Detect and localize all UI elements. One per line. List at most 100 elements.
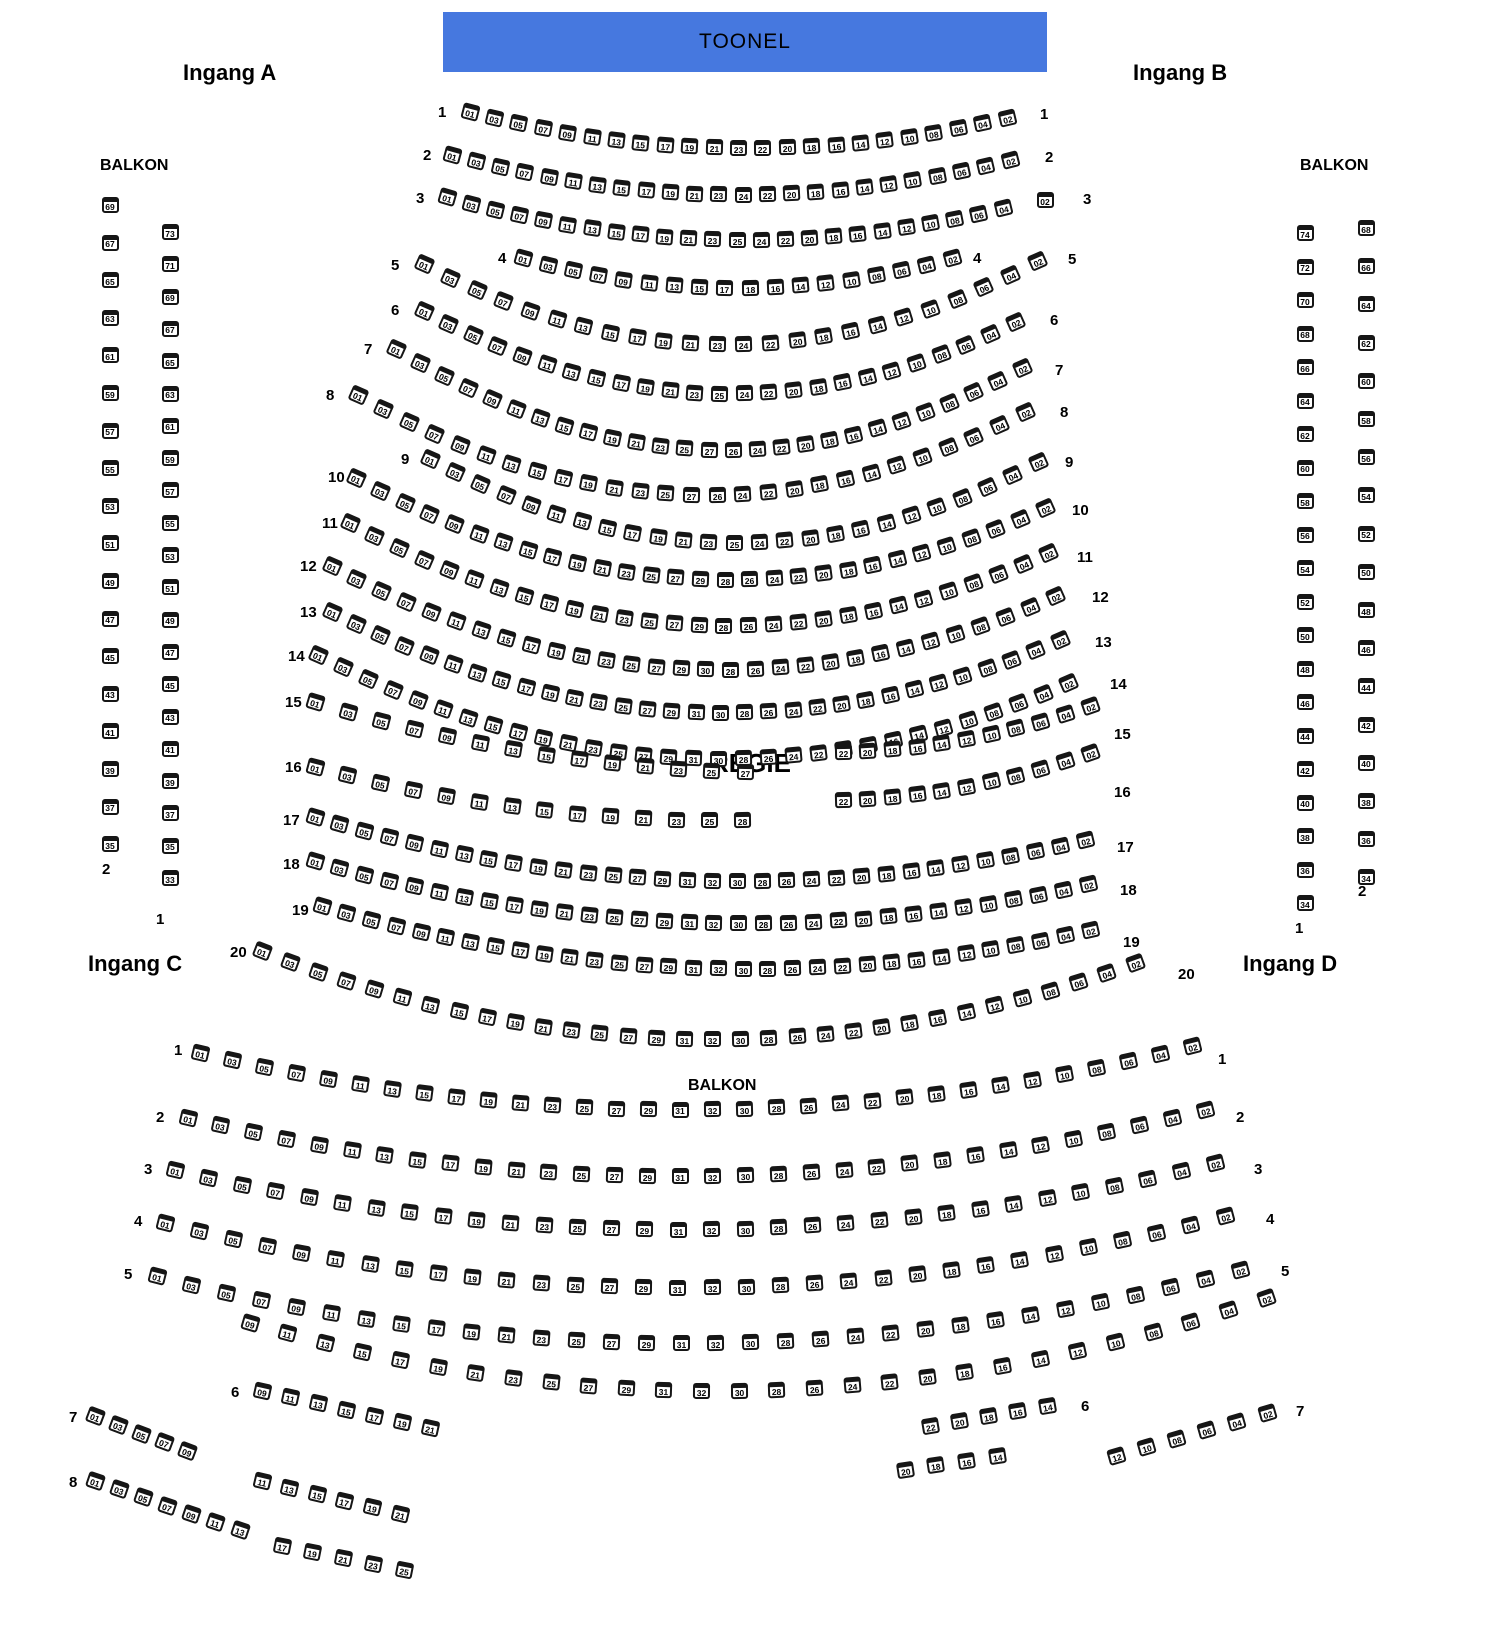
seat[interactable]: 06 <box>1160 1277 1181 1297</box>
seat[interactable]: 30 <box>736 1220 755 1237</box>
seat[interactable]: 17 <box>446 1088 466 1107</box>
seat[interactable]: 28 <box>716 571 734 588</box>
seat[interactable]: 12 <box>875 130 895 149</box>
seat[interactable]: 20 <box>858 790 877 808</box>
seat[interactable]: 18 <box>941 1260 961 1279</box>
seat[interactable]: 32 <box>705 914 723 931</box>
seat[interactable]: 07 <box>335 970 357 992</box>
seat[interactable]: 26 <box>788 1027 807 1045</box>
seat[interactable]: 20 <box>800 229 819 247</box>
seat[interactable]: 18 <box>926 1456 946 1475</box>
seat[interactable]: 30 <box>728 873 746 890</box>
seat[interactable]: 19 <box>567 553 588 573</box>
seat[interactable]: 22 <box>789 613 808 631</box>
seat[interactable]: 20 <box>814 610 834 629</box>
seat[interactable]: 30 <box>735 1100 753 1117</box>
seat[interactable]: 23 <box>651 436 671 455</box>
seat[interactable]: 22 <box>870 1211 889 1230</box>
seat[interactable]: 20 <box>852 867 871 885</box>
seat[interactable]: 21 <box>501 1214 520 1232</box>
seat[interactable]: 11 <box>505 398 528 420</box>
seat[interactable]: 26 <box>802 1163 821 1181</box>
seat[interactable]: 61 <box>101 347 119 364</box>
seat[interactable]: 22 <box>880 1373 900 1391</box>
seat[interactable]: 02 <box>1043 585 1067 607</box>
seat[interactable]: 21 <box>685 185 704 202</box>
seat[interactable]: 12 <box>1022 1070 1042 1089</box>
seat[interactable]: 23 <box>630 482 650 500</box>
seat[interactable]: 14 <box>895 637 916 658</box>
seat[interactable]: 28 <box>770 1218 788 1236</box>
seat[interactable]: 08 <box>951 486 973 509</box>
seat[interactable]: 03 <box>336 903 358 923</box>
seat[interactable]: 24 <box>816 1025 835 1043</box>
seat[interactable]: 27 <box>638 699 657 718</box>
seat[interactable]: 14 <box>931 947 951 966</box>
seat[interactable]: 39 <box>101 761 119 777</box>
seat[interactable]: 54 <box>1296 560 1314 576</box>
seat[interactable]: 69 <box>161 288 179 305</box>
seat[interactable]: 17 <box>627 328 647 347</box>
seat[interactable]: 02 <box>1194 1100 1216 1120</box>
seat[interactable]: 05 <box>508 113 529 134</box>
seat[interactable]: 02 <box>1229 1260 1251 1280</box>
seat[interactable]: 13 <box>493 532 515 553</box>
seat[interactable]: 18 <box>955 1362 975 1382</box>
seat[interactable]: 25 <box>572 1165 591 1183</box>
seat[interactable]: 02 <box>1049 629 1071 651</box>
seat[interactable]: 04 <box>986 369 1009 392</box>
seat[interactable]: 29 <box>690 616 708 634</box>
seat[interactable]: 24 <box>735 385 753 402</box>
seat[interactable]: 62 <box>1357 334 1375 351</box>
seat[interactable]: 09 <box>533 210 554 230</box>
seat[interactable]: 08 <box>937 436 959 458</box>
seat[interactable]: 08 <box>946 287 968 310</box>
seat[interactable]: 22 <box>833 957 852 975</box>
seat[interactable]: 31 <box>671 1101 689 1118</box>
seat[interactable]: 07 <box>257 1236 278 1256</box>
seat[interactable]: 17 <box>429 1264 448 1283</box>
seat[interactable]: 05 <box>254 1057 274 1077</box>
seat[interactable]: 13 <box>582 219 602 238</box>
seat[interactable]: 22 <box>789 567 809 586</box>
seat[interactable]: 20 <box>894 1088 914 1107</box>
seat[interactable]: 10 <box>936 535 958 557</box>
seat[interactable]: 25 <box>703 762 721 780</box>
seat[interactable]: 17 <box>568 805 587 823</box>
seat[interactable]: 21 <box>679 229 698 247</box>
seat[interactable]: 11 <box>333 1193 353 1213</box>
seat[interactable]: 14 <box>987 1446 1007 1466</box>
seat[interactable]: 23 <box>708 336 726 353</box>
seat[interactable]: 06 <box>1025 841 1046 861</box>
seat[interactable]: 32 <box>703 1221 721 1238</box>
seat[interactable]: 09 <box>318 1069 338 1089</box>
seat[interactable]: 14 <box>791 276 810 295</box>
seat[interactable]: 27 <box>634 956 654 974</box>
seat[interactable]: 21 <box>389 1504 411 1524</box>
seat[interactable]: 10 <box>920 213 941 233</box>
seat[interactable]: 01 <box>84 1470 106 1492</box>
seat[interactable]: 27 <box>602 1220 620 1237</box>
seat[interactable]: 14 <box>875 512 897 533</box>
seat[interactable]: 31 <box>671 1168 689 1185</box>
seat[interactable]: 12 <box>956 729 977 749</box>
seat[interactable]: 40 <box>1357 754 1375 771</box>
seat[interactable]: 25 <box>566 1276 585 1294</box>
seat[interactable]: 11 <box>350 1075 370 1094</box>
seat[interactable]: 03 <box>484 108 505 128</box>
seat[interactable]: 43 <box>161 708 179 725</box>
seat[interactable]: 07 <box>457 377 480 400</box>
seat[interactable]: 18 <box>899 1013 920 1032</box>
seat[interactable]: 18 <box>883 788 902 806</box>
seat[interactable]: 16 <box>835 469 856 489</box>
seat[interactable]: 20 <box>949 1411 969 1431</box>
seat[interactable]: 03 <box>181 1274 203 1295</box>
seat[interactable]: 18 <box>824 227 843 245</box>
seat[interactable]: 11 <box>435 927 456 947</box>
seat[interactable]: 30 <box>730 1382 748 1399</box>
seat[interactable]: 26 <box>724 441 742 458</box>
seat[interactable]: 07 <box>509 205 530 225</box>
seat[interactable]: 16 <box>863 601 884 621</box>
seat[interactable]: 12 <box>816 273 836 292</box>
seat[interactable]: 16 <box>843 424 864 445</box>
